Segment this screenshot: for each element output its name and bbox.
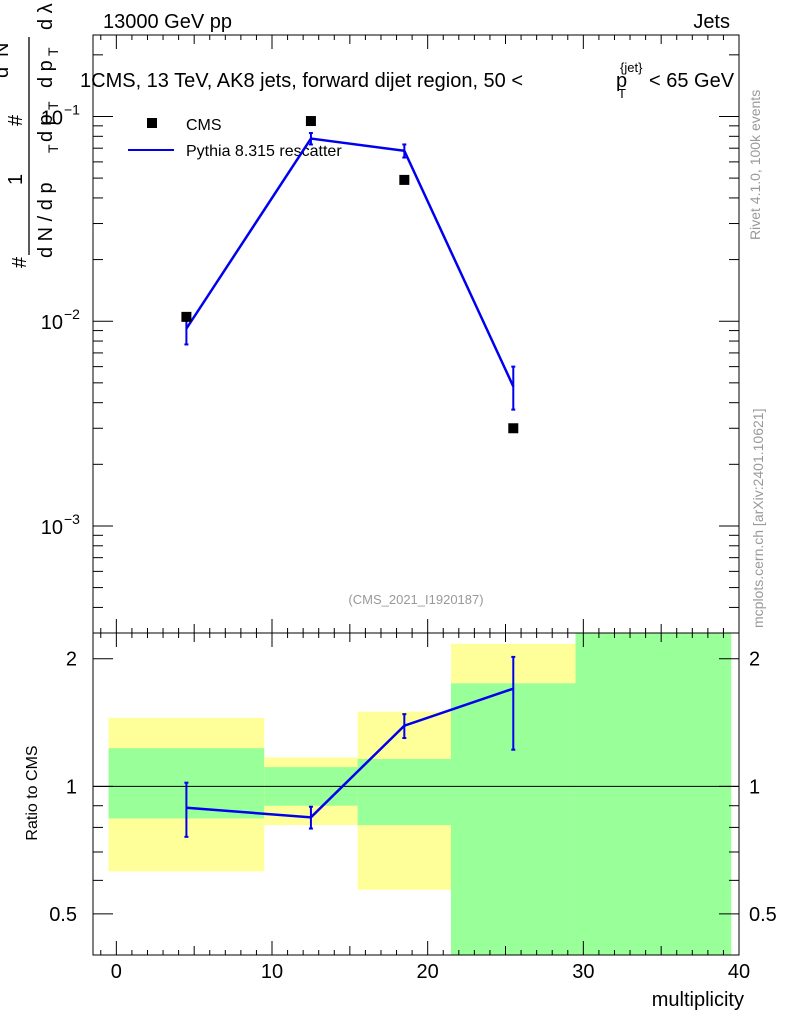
x-tick-label: 10 [261,961,283,983]
x-axis-label: multiplicity [652,989,744,1011]
svg-text:2: 2 [0,59,1,66]
svg-text:T: T [45,144,61,153]
ratio-y-tick-label-right: 0.5 [749,904,777,926]
title-prefix: CMS, 13 TeV, AK8 jets, forward dijet reg… [91,70,523,92]
svg-text:d p: d p [35,114,57,142]
cms-data-point [305,116,316,127]
cms-data-point [181,311,192,322]
svg-text:d λ: d λ [35,3,57,30]
x-tick-label: 40 [728,961,750,983]
main-axis-ticks [93,35,740,634]
legend: CMS Pythia 8.315 rescatter [128,117,342,160]
main-y-tick-labels: 10−110−210−3 [41,101,80,538]
main-y-tick-exponent: −1 [64,101,80,117]
mcplots-info: mcplots.cern.ch [arXiv:2401.10621] [750,409,766,628]
title-suffix: < 65 GeV [649,70,735,92]
main-y-axis-label: # 1 d N / d p T # d p T d 2 N d p T d λ [0,3,61,268]
uncertainty-bands [108,633,732,955]
ratio-tick-labels: 2 2 1 1 0.5 0.5 0 10 20 30 40 [49,649,777,983]
ratio-y-tick-label-left: 2 [66,649,77,671]
ratio-mc-line [186,687,514,819]
cms-data-point [399,174,410,185]
rivet-info: Rivet 4.1.0, 100k events [747,90,763,240]
title-sup: {jet} [620,60,643,75]
x-tick-label: 0 [111,961,122,983]
svg-text:d: d [0,67,13,78]
svg-text:#: # [9,256,31,268]
main-title: 1CMS, 13 TeV, AK8 jets, forward dijet re… [80,60,735,101]
title-p: p [616,70,627,92]
inner-uncertainty-band [357,759,452,826]
main-y-tick-label: 10 [41,107,63,129]
ratio-axis-ticks [93,633,740,956]
inner-uncertainty-band [575,633,732,955]
ratio-y-axis-label: Ratio to CMS [24,745,41,840]
ratio-y-tick-label-right: 1 [749,776,760,798]
main-y-tick-exponent: −3 [64,511,80,527]
main-y-tick-exponent: −2 [64,306,80,322]
main-y-tick-label: 10 [41,517,63,539]
legend-label-mc: Pythia 8.315 rescatter [186,143,342,160]
svg-text:N: N [0,43,13,57]
header-right: Jets [693,11,730,33]
svg-text:T: T [45,101,61,110]
ratio-y-tick-label-left: 0.5 [49,904,77,926]
svg-text:T: T [45,47,61,56]
ratio-y-tick-label-left: 1 [66,776,77,798]
ratio-panel-frame [92,632,740,956]
title-sub: T [618,86,626,101]
cms-series [181,116,519,434]
legend-label-cms: CMS [186,117,222,134]
header-left: 13000 GeV pp [103,11,232,33]
mc-series [184,132,516,411]
svg-text:d p: d p [35,60,57,88]
main-y-tick-label: 10 [41,312,63,334]
title-clipped-lead: 1 [80,70,91,92]
ratio-mc-series [184,655,516,838]
ratio-y-tick-label-right: 2 [749,649,760,671]
analysis-watermark: (CMS_2021_I1920187) [348,592,483,607]
svg-text:#: # [5,114,27,126]
svg-text:1: 1 [5,174,27,185]
legend-marker-cms [147,118,157,128]
svg-text:d N / d p: d N / d p [35,182,57,258]
x-tick-label: 20 [417,961,439,983]
cms-data-point [508,423,519,434]
svg-text:1CMS, 13 TeV, AK8 jets, forwar: 1CMS, 13 TeV, AK8 jets, forward dijet re… [80,70,523,92]
x-tick-label: 30 [572,961,594,983]
mc-line [185,137,515,387]
